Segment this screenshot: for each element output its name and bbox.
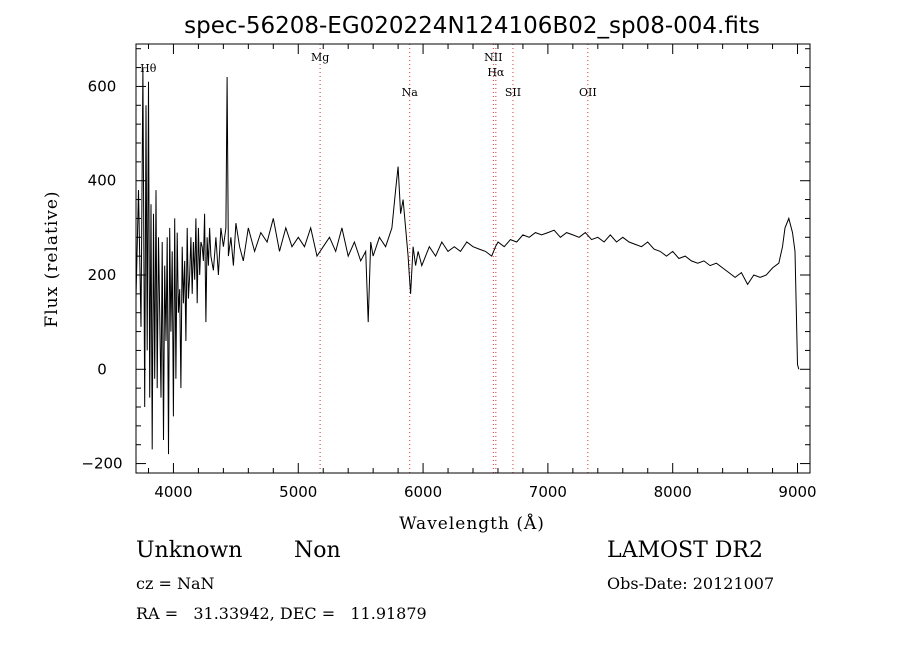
x-tick-label-1: 5000 [279,483,317,501]
ra-dec-coordinates: RA = 31.33942, DEC = 11.91879 [136,604,427,623]
line-label-5: SII [505,86,521,99]
line-label-6: OII [579,86,597,99]
line-label-1: Mg [311,51,329,64]
y-tick-label-0: −200 [81,455,122,473]
x-tick-label-4: 8000 [654,483,692,501]
line-label-4: Hα [487,66,505,79]
y-axis-label: Flux (relative) [42,190,62,327]
chart-title: spec-56208-EG020224N124106B02_sp08-004.f… [184,13,760,39]
line-label-0: Hθ [140,62,157,75]
y-tick-label-1: 0 [97,360,107,378]
redshift-cz: cz = NaN [136,574,215,593]
y-tick-label-3: 400 [88,172,117,190]
x-axis-ticks: 4000 5000 6000 7000 8000 9000 [147,44,817,501]
survey-name: LAMOST DR2 [607,538,763,563]
observation-date: Obs-Date: 20121007 [607,574,775,593]
line-label-3: NII [484,51,502,64]
x-axis-label: Wavelength (Å) [399,513,545,534]
axes-frame [135,43,811,474]
x-tick-label-3: 7000 [529,483,567,501]
y-tick-label-2: 200 [88,266,117,284]
y-axis-ticks: −200 0 200 400 600 [81,48,810,473]
x-tick-label-5: 9000 [778,483,816,501]
x-tick-label-2: 6000 [404,483,442,501]
line-label-2: Na [402,86,419,99]
y-tick-label-4: 600 [88,77,117,95]
object-class: Unknown [136,538,243,563]
x-tick-label-0: 4000 [154,483,192,501]
spectrum-line [135,67,800,455]
object-subclass: Non [294,538,341,563]
